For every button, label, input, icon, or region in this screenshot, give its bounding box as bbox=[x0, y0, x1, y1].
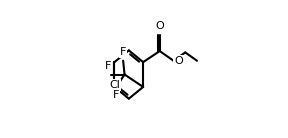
Text: F: F bbox=[112, 90, 119, 100]
Text: F: F bbox=[105, 61, 111, 71]
Text: O: O bbox=[174, 56, 183, 66]
Text: Cl: Cl bbox=[109, 80, 120, 90]
Text: F: F bbox=[120, 47, 126, 57]
Text: O: O bbox=[155, 21, 164, 31]
Text: N: N bbox=[110, 82, 119, 92]
